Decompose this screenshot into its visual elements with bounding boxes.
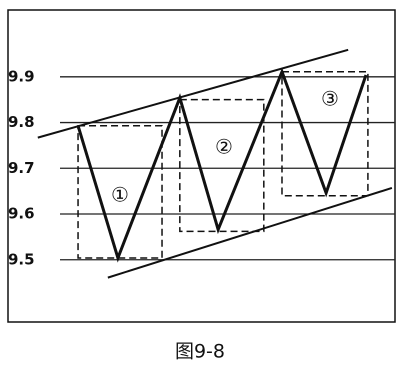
y-tick-label: 9.8 — [8, 113, 35, 131]
y-tick-label: 9.7 — [8, 159, 35, 177]
y-tick-label: 9.5 — [8, 250, 35, 268]
channel-line — [37, 48, 349, 139]
dashed-box — [77, 124, 163, 259]
y-tick-label: 9.6 — [8, 205, 35, 223]
caption: 图9-8 — [175, 341, 225, 363]
wave-label: ① — [111, 183, 129, 207]
dashed-box — [179, 98, 265, 233]
wave-label: ② — [215, 135, 233, 159]
channel-line — [107, 187, 393, 279]
plot-frame — [7, 9, 396, 323]
y-tick-label: 9.9 — [8, 67, 35, 85]
price-line — [76, 67, 368, 263]
dashed-box — [281, 71, 369, 197]
wave-label: ③ — [321, 87, 339, 111]
